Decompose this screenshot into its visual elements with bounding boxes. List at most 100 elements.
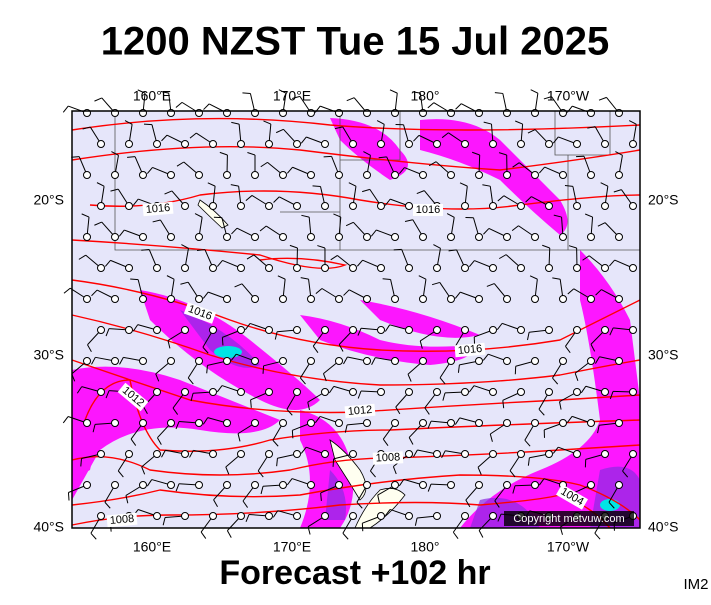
station — [168, 234, 175, 241]
station — [406, 203, 413, 210]
station — [392, 296, 399, 303]
station — [630, 265, 637, 272]
station — [560, 234, 567, 241]
station — [364, 358, 371, 365]
station — [476, 172, 483, 179]
station — [98, 265, 105, 272]
station — [504, 482, 511, 489]
station — [168, 296, 175, 303]
station — [602, 265, 609, 272]
station — [364, 296, 371, 303]
station — [294, 141, 301, 148]
station — [378, 203, 385, 210]
station — [294, 327, 301, 334]
station — [392, 420, 399, 427]
station — [546, 327, 553, 334]
station — [140, 482, 147, 489]
station — [364, 172, 371, 179]
station — [126, 451, 133, 458]
barb-feather — [313, 186, 321, 187]
station — [238, 389, 245, 396]
station — [518, 141, 525, 148]
isobar-label: 1016 — [145, 202, 170, 216]
station — [224, 420, 231, 427]
station — [84, 172, 91, 179]
station — [224, 482, 231, 489]
station — [210, 451, 217, 458]
station — [98, 327, 105, 334]
station — [252, 420, 259, 427]
station — [196, 296, 203, 303]
corner-code: IM2 — [683, 576, 708, 593]
station — [294, 513, 301, 520]
station — [266, 327, 273, 334]
station — [154, 389, 161, 396]
station — [168, 420, 175, 427]
station — [210, 265, 217, 272]
station — [546, 265, 553, 272]
station — [448, 482, 455, 489]
station — [98, 389, 105, 396]
station — [448, 172, 455, 179]
station — [462, 141, 469, 148]
station — [574, 203, 581, 210]
station — [630, 327, 637, 334]
station — [322, 513, 329, 520]
station — [266, 451, 273, 458]
station — [252, 358, 259, 365]
station — [490, 389, 497, 396]
station — [182, 203, 189, 210]
station — [140, 234, 147, 241]
station — [112, 172, 119, 179]
station — [336, 172, 343, 179]
station — [546, 203, 553, 210]
station — [154, 265, 161, 272]
station — [238, 451, 245, 458]
station — [588, 358, 595, 365]
station — [210, 389, 217, 396]
station — [308, 482, 315, 489]
station — [266, 265, 273, 272]
right-axis-label: 20°S — [648, 192, 679, 208]
station — [490, 141, 497, 148]
title: 1200 NZST Tue 15 Jul 2025 — [101, 20, 609, 64]
station — [462, 203, 469, 210]
station — [84, 482, 91, 489]
station — [490, 265, 497, 272]
station — [616, 296, 623, 303]
station — [182, 451, 189, 458]
station — [154, 327, 161, 334]
station — [322, 327, 329, 334]
station — [546, 141, 553, 148]
station — [406, 513, 413, 520]
station — [112, 482, 119, 489]
station — [224, 358, 231, 365]
station — [336, 234, 343, 241]
station — [350, 327, 357, 334]
station — [434, 451, 441, 458]
station — [322, 141, 329, 148]
station — [294, 265, 301, 272]
left-axis-label: 40°S — [33, 519, 64, 535]
bottom-axis-label: 170°W — [547, 539, 590, 555]
station — [252, 234, 259, 241]
station — [588, 234, 595, 241]
station — [630, 451, 637, 458]
station — [238, 513, 245, 520]
station — [98, 203, 105, 210]
station — [490, 513, 497, 520]
station — [350, 141, 357, 148]
station — [154, 513, 161, 520]
station — [350, 451, 357, 458]
station — [434, 389, 441, 396]
station — [602, 141, 609, 148]
station — [490, 451, 497, 458]
barb-feather — [141, 250, 149, 251]
station — [616, 420, 623, 427]
station — [574, 389, 581, 396]
station — [266, 389, 273, 396]
station — [84, 358, 91, 365]
barb-feather — [130, 279, 138, 280]
station — [434, 265, 441, 272]
station — [350, 389, 357, 396]
